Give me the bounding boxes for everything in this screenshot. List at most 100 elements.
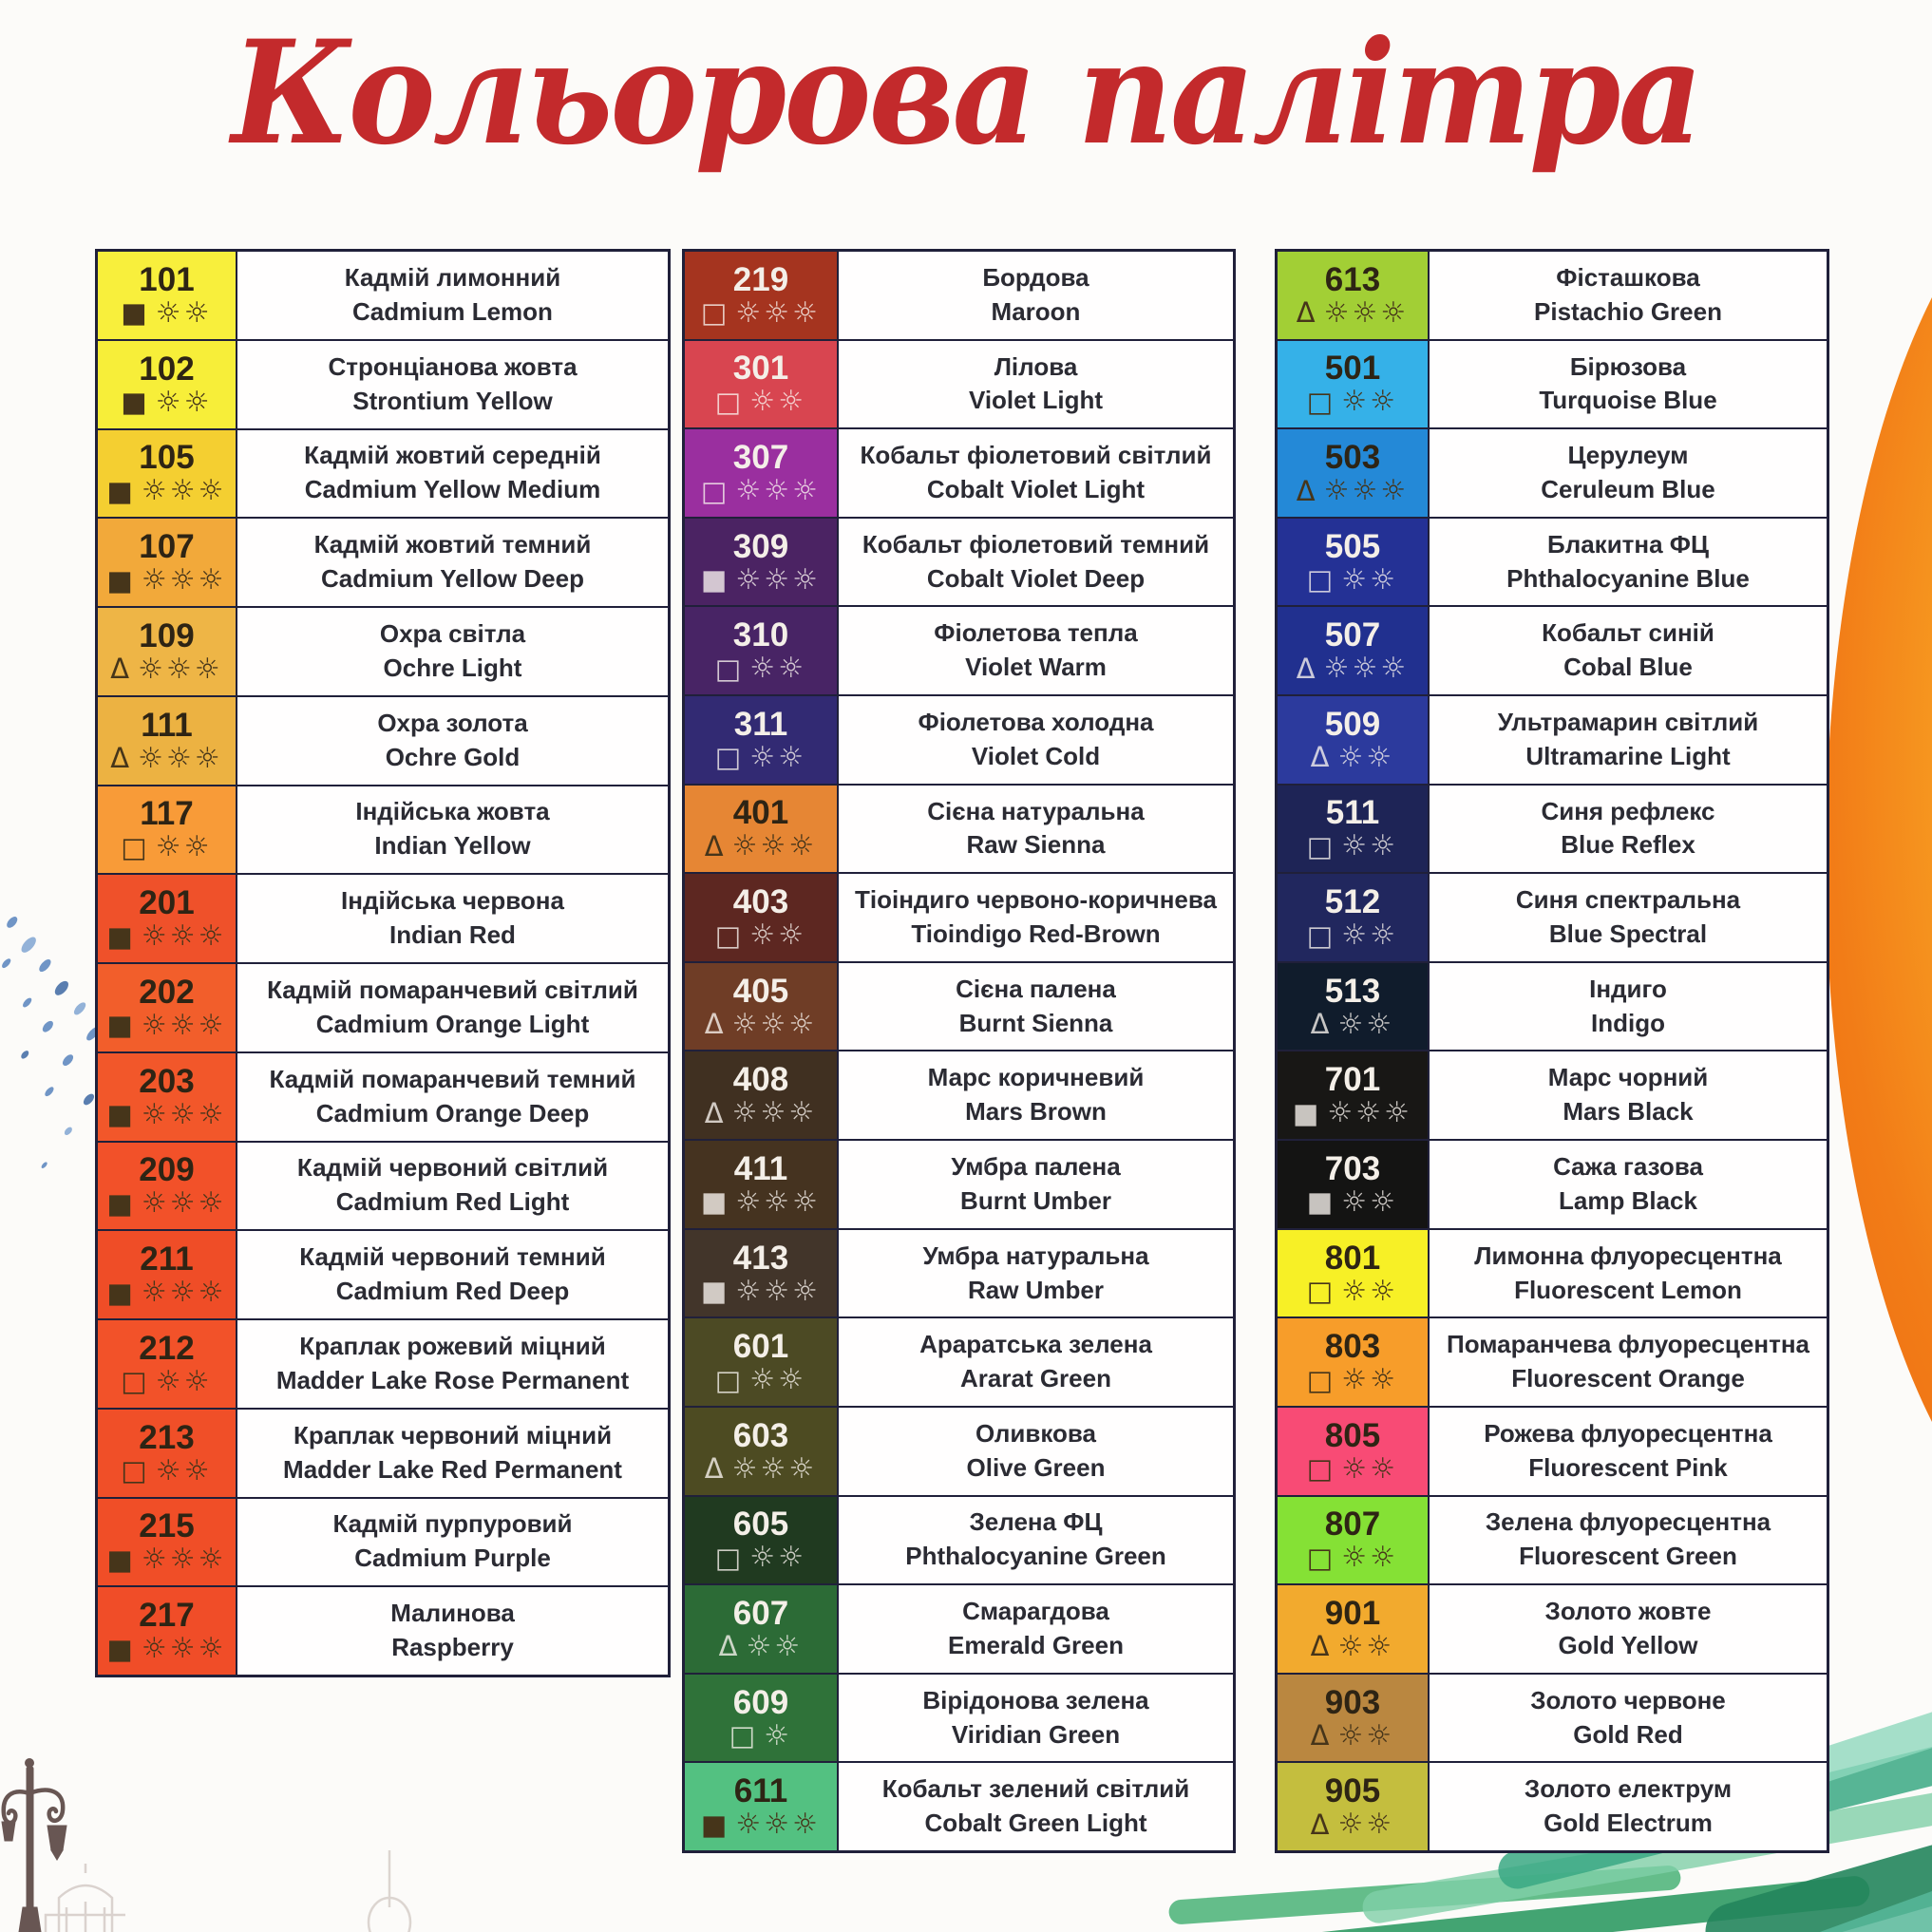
palette-row: 311 □ ☼☼ Фіолетова холодна Violet Cold — [685, 694, 1233, 784]
rating-symbols: □ ☼☼ — [715, 921, 806, 950]
paint-name-cell: Синя рефлекс Blue Reflex — [1430, 785, 1827, 873]
lightfastness-suns-icon: ☼☼ — [155, 295, 213, 330]
paint-name-en: Raw Sienna — [966, 830, 1106, 860]
color-swatch: 509 Δ ☼☼ — [1278, 696, 1430, 784]
lightfastness-suns-icon: ☼☼ — [749, 652, 807, 686]
color-swatch: 201 ■ ☼☼☼ — [98, 875, 237, 962]
paint-name-en: Cobalt Violet Deep — [926, 563, 1146, 593]
palette-row: 107 ■ ☼☼☼ Кадмій жовтий темний Cadmium Y… — [98, 517, 668, 606]
rating-symbols: Δ ☼☼ — [1310, 1630, 1395, 1663]
paint-name-cell: Краплак червоний міцний Madder Lake Red … — [237, 1409, 668, 1497]
opacity-marker-icon: □ — [729, 1719, 756, 1752]
paint-name-cell: Умбра палена Burnt Umber — [839, 1141, 1233, 1228]
lightfastness-suns-icon: ☼☼☼ — [735, 1184, 822, 1219]
color-swatch: 307 □ ☼☼☼ — [685, 429, 839, 517]
opacity-marker-icon: □ — [1306, 1541, 1334, 1574]
paint-code: 805 — [1324, 1416, 1381, 1454]
paint-name-ua: Краплак червоний міцний — [293, 1420, 613, 1449]
paint-name-en: Pistachio Green — [1534, 296, 1722, 326]
paint-name-cell: Оливкова Olive Green — [839, 1407, 1233, 1495]
paint-name-cell: Ультрамарин світлий Ultramarine Light — [1430, 696, 1827, 784]
opacity-marker-icon: □ — [1306, 919, 1334, 952]
paint-code: 117 — [140, 795, 194, 833]
rating-symbols: □ ☼☼ — [715, 654, 806, 683]
lightfastness-suns-icon: ☼☼ — [749, 385, 807, 419]
paint-name-cell: Фісташкова Pistachio Green — [1430, 252, 1827, 339]
paint-name-ua: Фісташкова — [1556, 262, 1700, 292]
paint-name-en: Burnt Umber — [960, 1185, 1111, 1215]
paint-name-ua: Помаранчева флуоресцентна — [1447, 1330, 1809, 1359]
color-swatch: 801 □ ☼☼ — [1278, 1229, 1430, 1317]
opacity-marker-icon: □ — [1306, 1452, 1334, 1486]
paint-name-en: Turquoise Blue — [1539, 386, 1717, 415]
opacity-marker-icon: Δ — [704, 1096, 724, 1129]
paint-name-en: Ochre Gold — [385, 742, 521, 771]
paint-code: 807 — [1324, 1506, 1381, 1544]
color-swatch: 212 □ ☼☼ — [98, 1320, 237, 1408]
color-swatch: 111 Δ ☼☼☼ — [98, 696, 237, 785]
paint-name-ua: Золото жовте — [1544, 1597, 1712, 1626]
paint-name-ua: Ультрамарин світлий — [1497, 707, 1759, 736]
lightfastness-suns-icon: ☼☼ — [749, 1363, 807, 1397]
lightfastness-suns-icon: ☼ — [764, 1718, 793, 1752]
rating-symbols: ■ ☼☼☼ — [701, 1810, 821, 1839]
paint-name-en: Cadmium Purple — [354, 1544, 551, 1573]
opacity-marker-icon: ■ — [106, 474, 133, 507]
paint-name-en: Cobalt Violet Light — [926, 475, 1146, 504]
paint-name-en: Mars Brown — [965, 1097, 1107, 1127]
opacity-marker-icon: □ — [700, 296, 728, 330]
rating-symbols: ■ ☼☼☼ — [106, 1100, 226, 1129]
lightfastness-suns-icon: ☼☼ — [155, 1364, 213, 1398]
rating-symbols: □ ☼☼ — [1307, 1366, 1398, 1394]
palette-row: 411 ■ ☼☼☼ Умбра палена Burnt Umber — [685, 1139, 1233, 1228]
paint-code: 905 — [1324, 1772, 1381, 1810]
color-swatch: 903 Δ ☼☼ — [1278, 1674, 1430, 1762]
lightfastness-suns-icon: ☼☼ — [749, 740, 807, 774]
opacity-marker-icon: ■ — [106, 1009, 133, 1042]
lightfastness-suns-icon: ☼☼☼ — [731, 829, 818, 863]
paint-name-cell: Церулеум Ceruleum Blue — [1430, 429, 1827, 517]
color-swatch: 209 ■ ☼☼☼ — [98, 1142, 237, 1230]
color-swatch: 609 □ ☼ — [685, 1674, 839, 1762]
paint-name-ua: Малинова — [390, 1599, 515, 1628]
paint-name-cell: Синя спектральна Blue Spectral — [1430, 874, 1827, 961]
palette-row: 102 ■ ☼☼ Стронціанова жовта Strontium Ye… — [98, 338, 668, 428]
paint-name-en: Maroon — [991, 296, 1081, 326]
lightfastness-suns-icon: ☼☼☼ — [141, 1276, 227, 1310]
opacity-marker-icon: ■ — [106, 1632, 133, 1665]
paint-name-cell: Зелена флуоресцентна Fluorescent Green — [1430, 1496, 1827, 1584]
color-swatch: 117 □ ☼☼ — [98, 786, 237, 874]
paint-name-cell: Бордова Maroon — [839, 252, 1233, 339]
paint-name-en: Blue Spectral — [1548, 919, 1708, 949]
paint-name-ua: Кадмій червоний світлий — [296, 1153, 609, 1183]
palette-row: 803 □ ☼☼ Помаранчева флуоресцентна Fluor… — [1278, 1316, 1827, 1406]
paint-name-en: Cadmium Red Deep — [335, 1277, 570, 1306]
lightfastness-suns-icon: ☼☼☼ — [138, 741, 223, 775]
lightfastness-suns-icon: ☼☼ — [749, 1541, 807, 1575]
opacity-marker-icon: Δ — [1310, 1630, 1330, 1663]
paint-name-ua: Синя рефлекс — [1541, 796, 1715, 825]
orange-paint-stroke — [1826, 157, 1932, 1563]
color-swatch: 401 Δ ☼☼☼ — [685, 785, 839, 873]
paint-name-ua: Синя спектральна — [1515, 885, 1741, 915]
paint-name-cell: Кадмій помаранчевий темний Cadmium Orang… — [237, 1052, 668, 1141]
lightfastness-suns-icon: ☼☼ — [1341, 829, 1399, 863]
color-swatch: 701 ■ ☼☼☼ — [1278, 1051, 1430, 1140]
color-swatch: 807 □ ☼☼ — [1278, 1496, 1430, 1584]
opacity-marker-icon: Δ — [110, 742, 130, 775]
paint-name-en: Blue Reflex — [1561, 830, 1695, 860]
opacity-marker-icon: □ — [121, 830, 147, 863]
paint-name-ua: Кобальт зелений світлий — [881, 1774, 1190, 1804]
opacity-marker-icon: □ — [121, 1365, 147, 1398]
opacity-marker-icon: □ — [1306, 385, 1334, 418]
paint-name-en: Cadmium Yellow Deep — [321, 564, 584, 594]
lightfastness-suns-icon: ☼☼☼ — [1327, 1096, 1413, 1130]
paint-name-cell: Індиго Indigo — [1430, 962, 1827, 1051]
paint-name-en: Tioindigo Red-Brown — [911, 919, 1161, 949]
palette-row: 217 ■ ☼☼☼ Малинова Raspberry — [98, 1585, 668, 1675]
color-swatch: 611 ■ ☼☼☼ — [685, 1763, 839, 1850]
paint-name-cell: Кадмій жовтий середній Cadmium Yellow Me… — [237, 429, 668, 518]
rating-symbols: □ ☼☼ — [715, 740, 807, 774]
rating-symbols: ■ ☼☼☼ — [106, 1009, 226, 1042]
opacity-marker-icon: ■ — [106, 1276, 133, 1309]
